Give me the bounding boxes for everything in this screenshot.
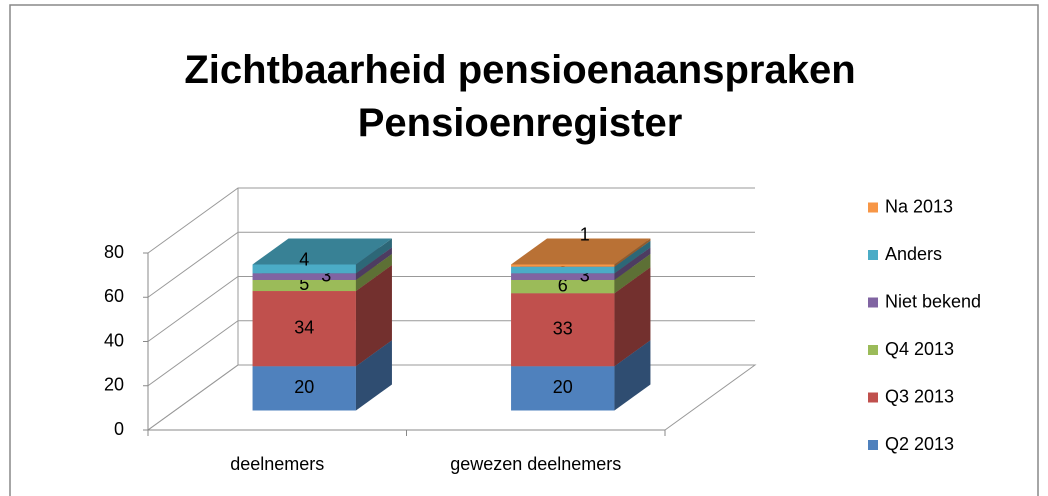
bar-top — [252, 238, 392, 265]
legend-label: Q3 2013 — [885, 386, 954, 406]
bar-segment — [252, 279, 356, 292]
data-label: 20 — [294, 377, 314, 397]
grid-line — [147, 276, 755, 342]
data-label: 34 — [294, 317, 314, 337]
bar-side — [614, 253, 651, 294]
legend-label: Q2 2013 — [885, 434, 954, 454]
y-tick-label: 60 — [104, 286, 124, 306]
bar-segment — [252, 291, 356, 367]
data-label: 3 — [321, 265, 331, 285]
bar-segment — [252, 273, 356, 280]
bar-segment — [511, 366, 615, 411]
data-label: 4 — [299, 250, 309, 270]
bar-side — [355, 247, 392, 280]
chart-title: Zichtbaarheid pensioenaanspraken Pensioe… — [184, 48, 856, 145]
grid-line — [147, 231, 755, 298]
bar-side — [614, 247, 651, 280]
x-tick-label: gewezen deelnemers — [450, 454, 621, 474]
bar-segment — [252, 366, 356, 411]
legend-label: Na 2013 — [885, 196, 953, 216]
bar-segment — [252, 264, 356, 274]
y-tick-label: 0 — [114, 419, 124, 439]
bar-segment — [511, 293, 615, 367]
legend-swatch — [868, 297, 878, 308]
y-tick-label: 20 — [104, 375, 124, 395]
bar-side — [355, 340, 392, 411]
bar-segment — [511, 273, 615, 280]
bar-side — [355, 265, 392, 367]
bar-side — [614, 340, 651, 411]
y-tick-label: 80 — [104, 242, 124, 262]
bar-side — [355, 253, 392, 292]
x-tick-label: deelnemers — [230, 454, 324, 474]
bar-side — [614, 240, 651, 274]
bar-side — [614, 238, 651, 267]
data-label: 6 — [558, 275, 568, 295]
legend-swatch — [868, 345, 878, 355]
legend-swatch — [868, 392, 878, 403]
data-label: 5 — [299, 274, 309, 294]
grid-line — [147, 364, 755, 431]
legend-label: Anders — [885, 244, 942, 264]
bar-side — [355, 238, 392, 274]
bar-top — [511, 238, 651, 265]
y-tick-label: 40 — [104, 330, 124, 350]
legend-label: Niet bekend — [885, 291, 981, 311]
legend-swatch — [868, 202, 878, 213]
legend-swatch — [868, 440, 878, 450]
bar-segment — [511, 279, 615, 294]
chart-border — [9, 4, 1039, 496]
grid-line — [147, 320, 755, 387]
data-label: 33 — [553, 318, 573, 338]
legend-label: Q4 2013 — [885, 339, 954, 359]
data-label: 20 — [553, 377, 573, 397]
legend-swatch — [868, 250, 878, 260]
data-label: 1 — [580, 224, 590, 244]
bar-segment — [511, 266, 615, 274]
grid-line — [147, 187, 755, 254]
bar-side — [614, 267, 651, 367]
bar-segment — [511, 264, 615, 267]
floor — [146, 364, 757, 431]
data-label: 3 — [580, 265, 590, 285]
